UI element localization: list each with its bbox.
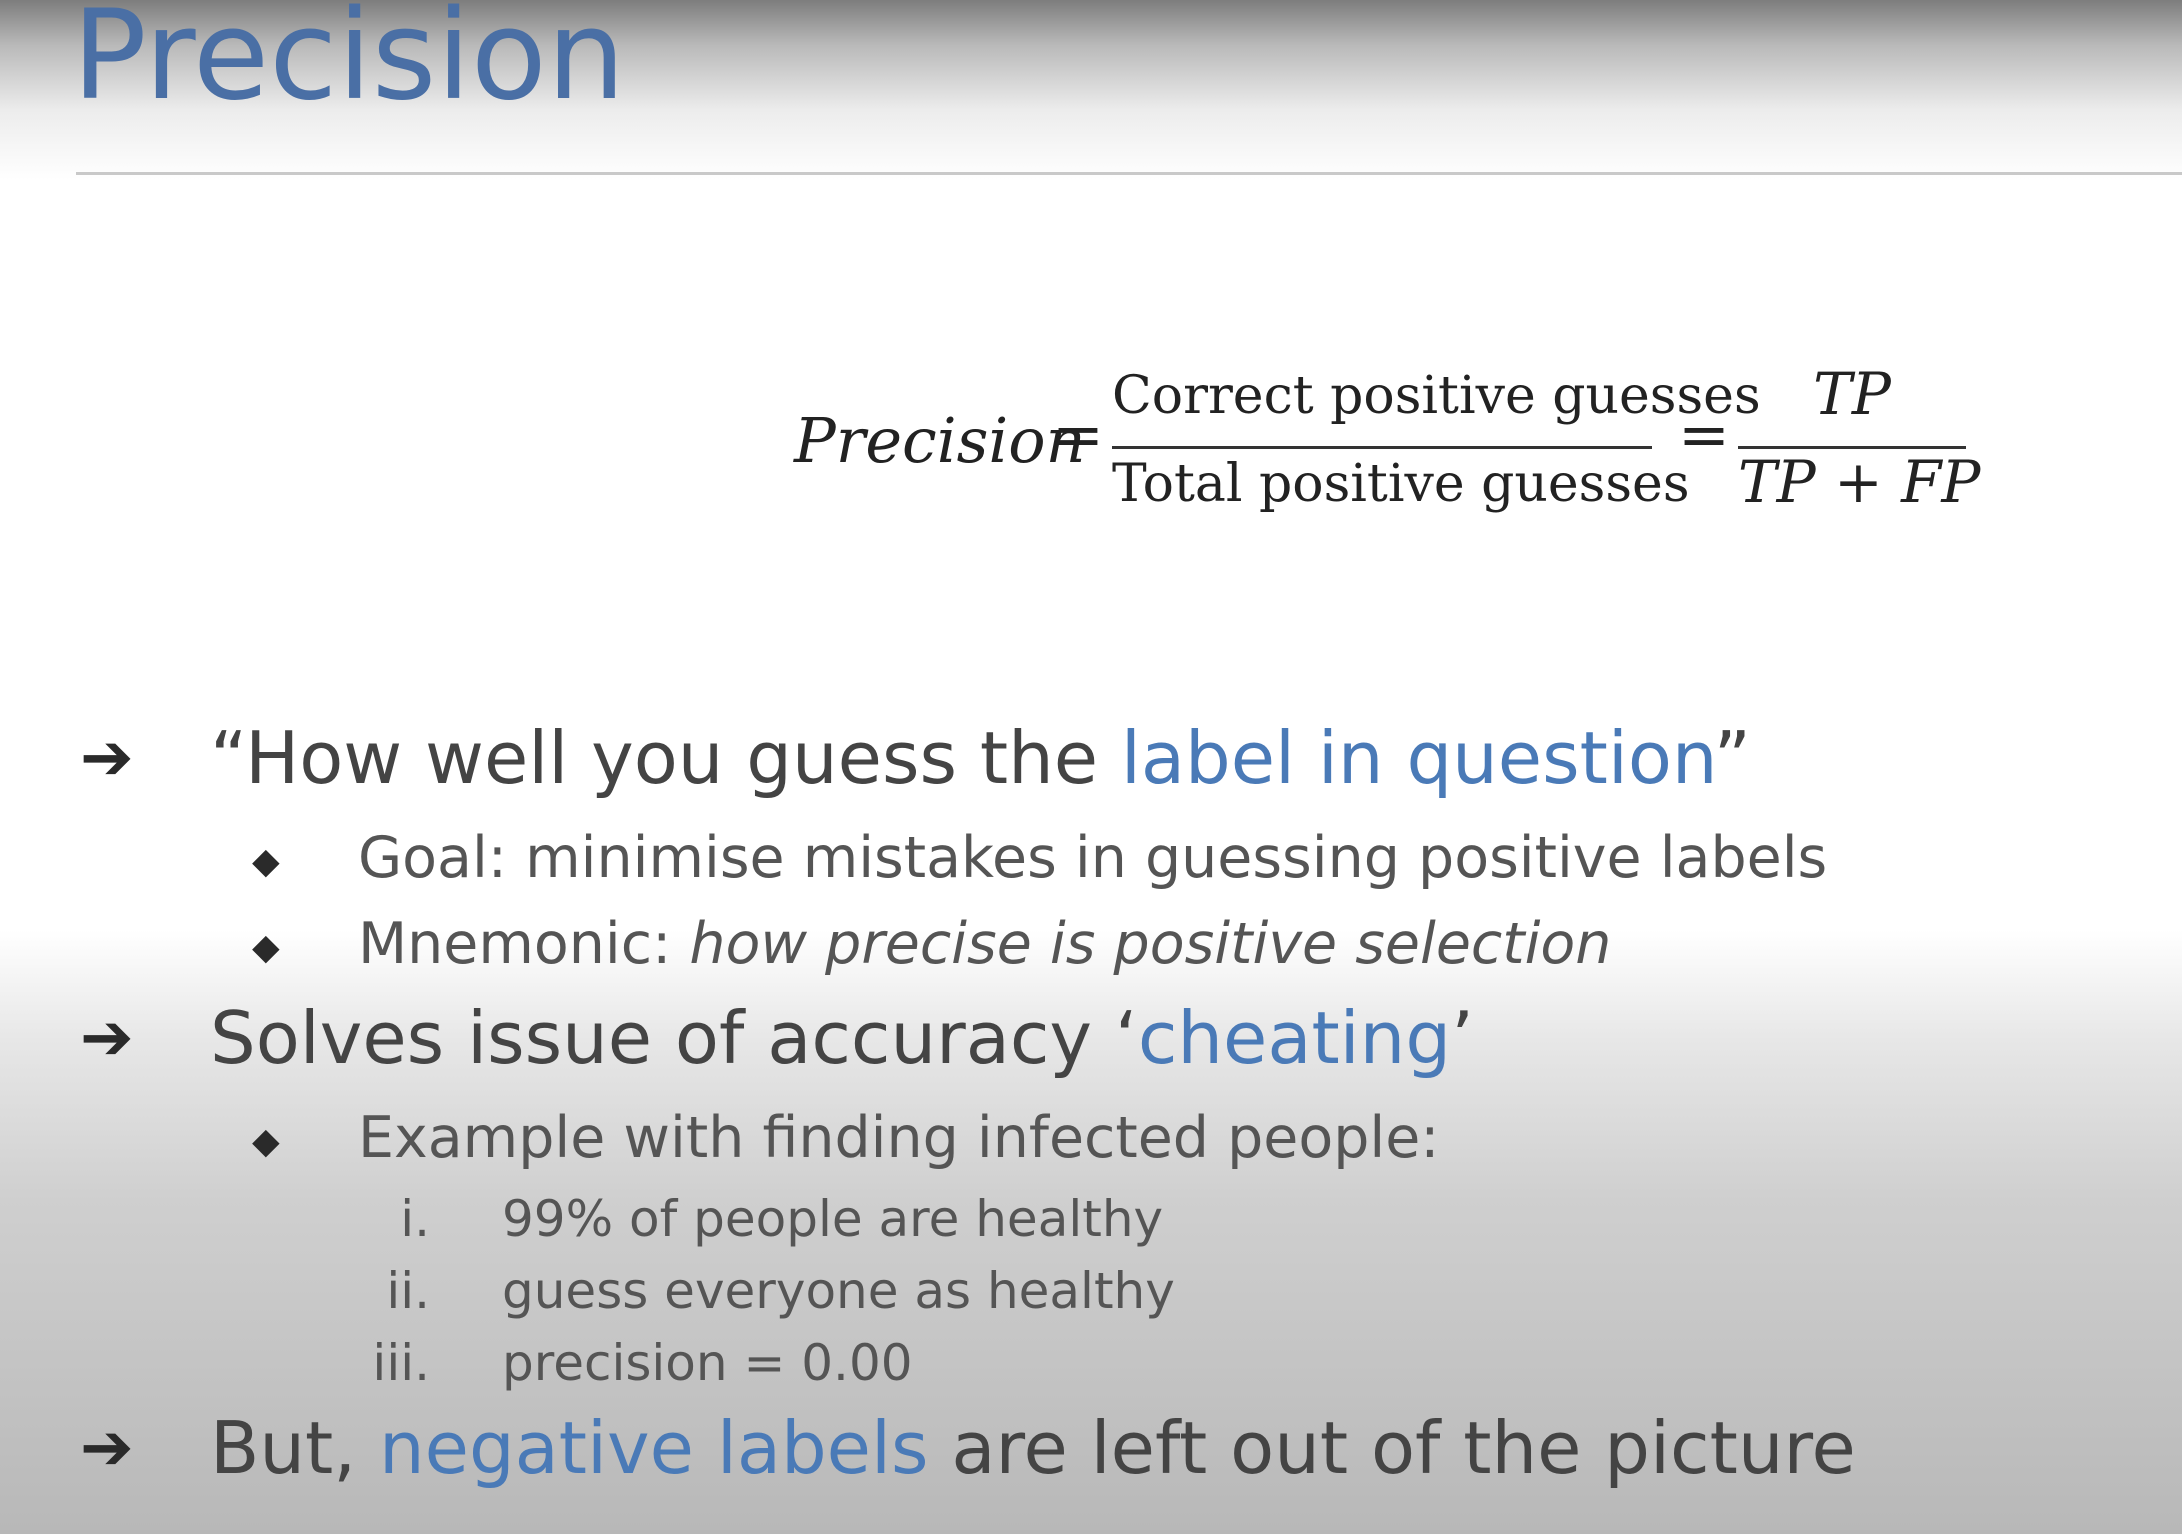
formula-denominator-symbols: TP + FP (1738, 448, 1981, 516)
bullet-highlight: cheating (1137, 996, 1452, 1080)
sub-bullet-text: Example with finding infected people: (358, 1105, 1440, 1171)
precision-formula: Precision = Correct positive guesses Tot… (790, 360, 2000, 530)
formula-numerator-symbols: TP (1813, 360, 1891, 428)
sub-bullet-emphasis: how precise is positive selection (689, 911, 1612, 977)
bullet-text: are left out of the picture (928, 1406, 1856, 1490)
fraction-bar (1738, 446, 1966, 449)
numbered-item: precision = 0.00 (502, 1334, 913, 1392)
numbered-item-marker: i. (400, 1190, 430, 1248)
bullet-item: “How well you guess the label in questio… (210, 722, 1751, 794)
bullet-highlight: negative labels (379, 1406, 929, 1490)
formula-equals-sign: = (1052, 398, 1104, 471)
bullet-highlight: label in question (1120, 716, 1714, 800)
numbered-item: 99% of people are healthy (502, 1190, 1164, 1248)
arrow-bullet-icon: ➔ (80, 1411, 134, 1485)
fraction-bar (1112, 446, 1652, 449)
bullet-text: Solves issue of accuracy ‘ (210, 996, 1138, 1080)
bullet-text: ” (1713, 716, 1751, 800)
sub-bullet-item: Example with finding infected people: (358, 1110, 1440, 1167)
bullet-text: ’ (1451, 996, 1474, 1080)
numbered-item: guess everyone as healthy (502, 1262, 1175, 1320)
slide-title: Precision (72, 0, 626, 128)
formula-denominator-words: Total positive guesses (1112, 454, 1690, 514)
sub-bullet-item: Goal: minimise mistakes in guessing posi… (358, 830, 1827, 887)
numbered-item-marker: iii. (372, 1334, 430, 1392)
formula-equals-sign: = (1678, 398, 1730, 471)
bullet-item: But, negative labels are left out of the… (210, 1412, 1856, 1484)
bullet-text: “How well you guess the (210, 716, 1121, 800)
bullet-text: But, (210, 1406, 380, 1490)
arrow-bullet-icon: ➔ (80, 1001, 134, 1075)
bullet-item: Solves issue of accuracy ‘cheating’ (210, 1002, 1474, 1074)
sub-bullet-text: Goal: minimise mistakes in guessing posi… (358, 825, 1828, 891)
arrow-bullet-icon: ➔ (80, 721, 134, 795)
diamond-bullet-icon: ◆ (252, 927, 280, 968)
sub-bullet-item: Mnemonic: how precise is positive select… (358, 916, 1611, 973)
diamond-bullet-icon: ◆ (252, 841, 280, 882)
title-divider (76, 172, 2182, 175)
diamond-bullet-icon: ◆ (252, 1121, 280, 1162)
sub-bullet-text: Mnemonic: (358, 911, 690, 977)
formula-lhs: Precision (794, 404, 1086, 477)
numbered-item-marker: ii. (386, 1262, 430, 1320)
